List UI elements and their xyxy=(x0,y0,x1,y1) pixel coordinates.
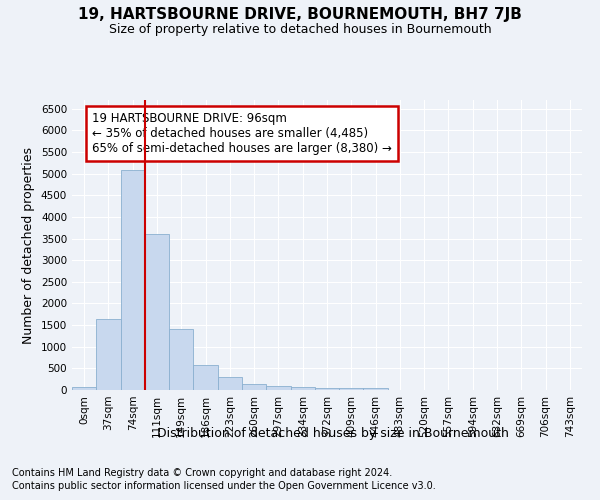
Bar xyxy=(364,388,388,390)
Bar xyxy=(169,330,193,390)
Text: Distribution of detached houses by size in Bournemouth: Distribution of detached houses by size … xyxy=(157,428,509,440)
Text: Size of property relative to detached houses in Bournemouth: Size of property relative to detached ho… xyxy=(109,22,491,36)
Bar xyxy=(145,234,169,390)
Text: 19, HARTSBOURNE DRIVE, BOURNEMOUTH, BH7 7JB: 19, HARTSBOURNE DRIVE, BOURNEMOUTH, BH7 … xyxy=(78,8,522,22)
Bar xyxy=(193,365,218,390)
Bar xyxy=(72,387,96,390)
Bar xyxy=(339,388,364,390)
Bar xyxy=(121,170,145,390)
Bar xyxy=(315,388,339,390)
Text: 19 HARTSBOURNE DRIVE: 96sqm
← 35% of detached houses are smaller (4,485)
65% of : 19 HARTSBOURNE DRIVE: 96sqm ← 35% of det… xyxy=(92,112,392,154)
Bar xyxy=(290,387,315,390)
Y-axis label: Number of detached properties: Number of detached properties xyxy=(22,146,35,344)
Bar xyxy=(96,319,121,390)
Bar xyxy=(242,384,266,390)
Bar xyxy=(266,386,290,390)
Bar xyxy=(218,378,242,390)
Text: Contains public sector information licensed under the Open Government Licence v3: Contains public sector information licen… xyxy=(12,481,436,491)
Text: Contains HM Land Registry data © Crown copyright and database right 2024.: Contains HM Land Registry data © Crown c… xyxy=(12,468,392,477)
